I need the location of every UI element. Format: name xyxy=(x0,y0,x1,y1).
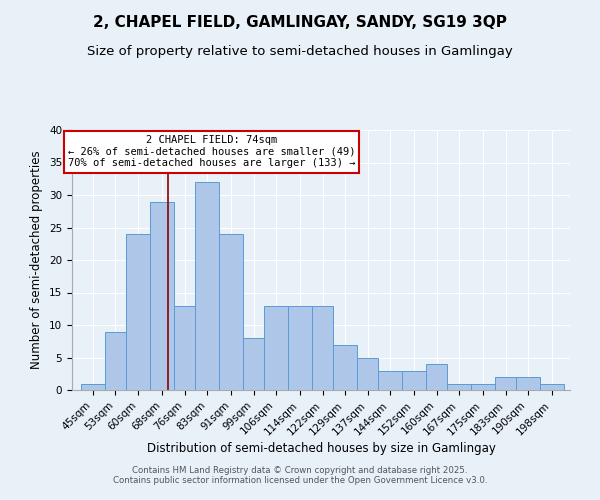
Bar xyxy=(174,306,195,390)
Bar xyxy=(288,306,312,390)
Bar xyxy=(333,344,357,390)
Bar xyxy=(540,384,564,390)
Text: Size of property relative to semi-detached houses in Gamlingay: Size of property relative to semi-detach… xyxy=(87,45,513,58)
Bar xyxy=(243,338,264,390)
Bar xyxy=(378,370,402,390)
Bar xyxy=(471,384,495,390)
Bar xyxy=(264,306,288,390)
Bar xyxy=(357,358,378,390)
Bar xyxy=(312,306,333,390)
Bar xyxy=(219,234,243,390)
Bar xyxy=(495,377,516,390)
Y-axis label: Number of semi-detached properties: Number of semi-detached properties xyxy=(31,150,43,370)
Bar xyxy=(150,202,174,390)
Text: Contains HM Land Registry data © Crown copyright and database right 2025.
Contai: Contains HM Land Registry data © Crown c… xyxy=(113,466,487,485)
Text: 2 CHAPEL FIELD: 74sqm
← 26% of semi-detached houses are smaller (49)
70% of semi: 2 CHAPEL FIELD: 74sqm ← 26% of semi-deta… xyxy=(68,135,355,168)
Bar xyxy=(516,377,540,390)
Text: 2, CHAPEL FIELD, GAMLINGAY, SANDY, SG19 3QP: 2, CHAPEL FIELD, GAMLINGAY, SANDY, SG19 … xyxy=(93,15,507,30)
Bar xyxy=(402,370,426,390)
Bar xyxy=(126,234,150,390)
Bar xyxy=(195,182,219,390)
Bar xyxy=(105,332,126,390)
X-axis label: Distribution of semi-detached houses by size in Gamlingay: Distribution of semi-detached houses by … xyxy=(146,442,496,455)
Bar xyxy=(81,384,105,390)
Bar xyxy=(447,384,471,390)
Bar xyxy=(426,364,447,390)
